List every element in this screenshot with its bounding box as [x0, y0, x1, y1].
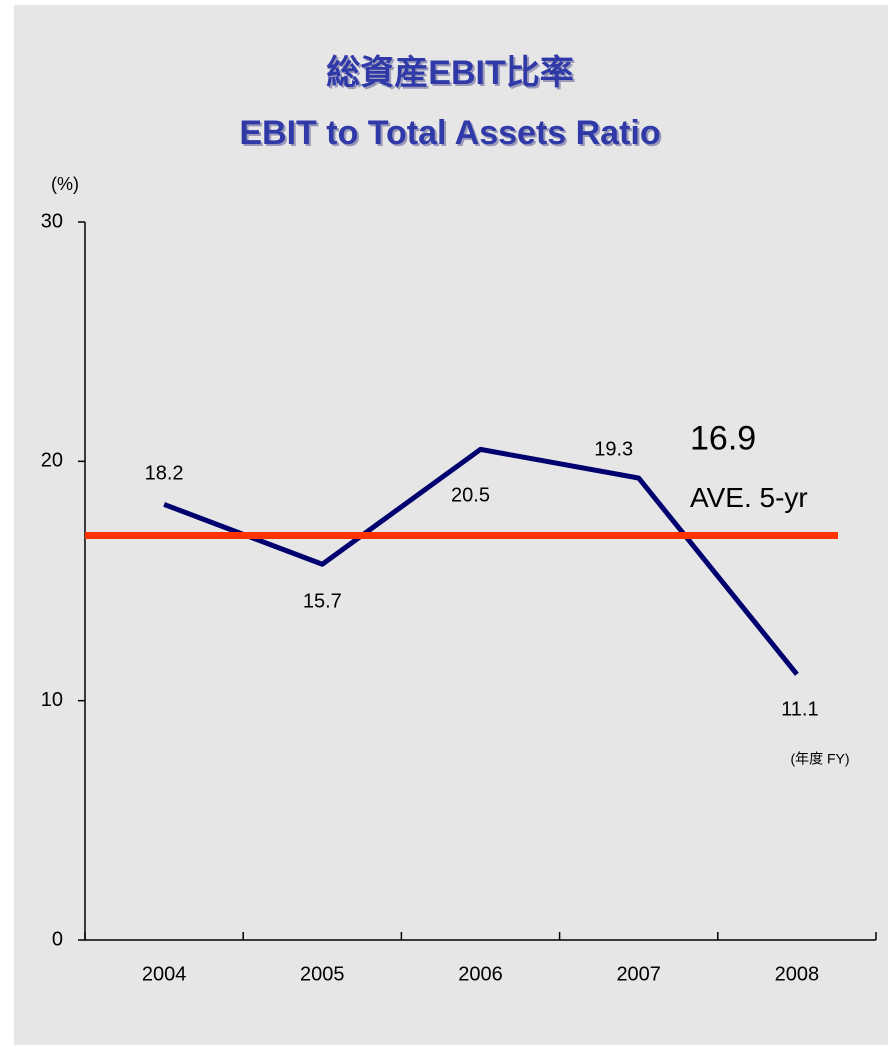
average-label: AVE. 5-yr [690, 482, 808, 513]
data-line [163, 446, 799, 676]
x-tick-label: 2005 [300, 963, 345, 985]
chart-title-shadow: 総資産EBIT比率 [328, 56, 575, 94]
x-tick-label: 2006 [458, 963, 503, 985]
data-label: 15.7 [303, 591, 342, 613]
data-label: 19.3 [594, 438, 633, 460]
x-tick-label: 2004 [142, 963, 187, 985]
chart-subtitle: EBIT to Total Assets Ratio [239, 114, 660, 152]
x-unit: (年度 FY) [790, 751, 849, 767]
y-tick-label: 20 [41, 450, 63, 472]
chart-background [14, 5, 888, 1045]
chart-title: 総資産EBIT比率 [326, 54, 573, 92]
x-tick-label: 2008 [775, 963, 820, 985]
data-label: 18.2 [145, 463, 184, 485]
y-tick-label: 0 [52, 928, 63, 950]
data-label: 11.1 [781, 699, 818, 721]
x-tick-label: 2007 [616, 963, 661, 985]
y-tick-label: 30 [41, 210, 63, 232]
data-label: 20.5 [451, 485, 490, 507]
y-tick-label: 10 [41, 689, 63, 711]
chart-subtitle-shadow: EBIT to Total Assets Ratio [241, 116, 662, 154]
y-unit: (%) [51, 174, 79, 194]
average-value: 16.9 [690, 420, 756, 458]
